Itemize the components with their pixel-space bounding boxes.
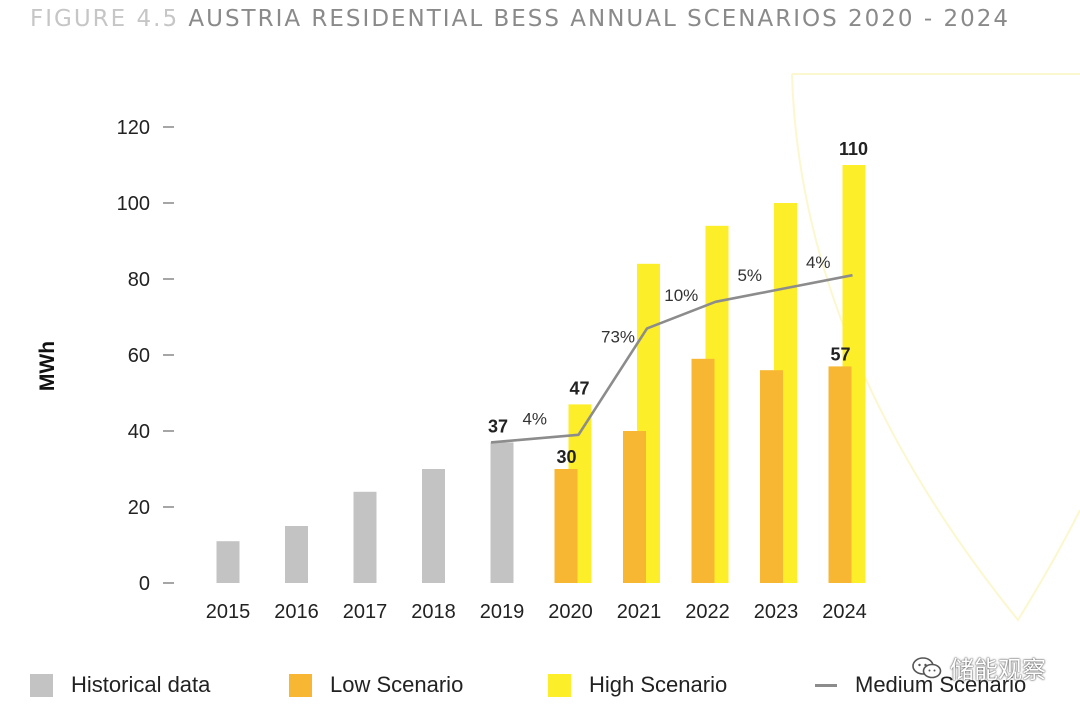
bar-historical-2018 xyxy=(422,469,445,583)
y-tick-label-40: 40 xyxy=(128,421,150,443)
legend-item-medium: Medium Scenario xyxy=(815,672,1026,698)
x-tick-label-2017: 2017 xyxy=(343,601,388,623)
y-tick-label-80: 80 xyxy=(128,269,150,291)
growth-label-2023: 5% xyxy=(737,266,762,285)
x-tick-label-2015: 2015 xyxy=(206,601,251,623)
decorative-shield-outline xyxy=(791,73,1080,622)
y-tick-label-0: 0 xyxy=(139,573,150,595)
legend-swatch-low xyxy=(289,673,312,697)
x-tick-label-2023: 2023 xyxy=(754,601,799,623)
bar-historical-2017 xyxy=(353,491,377,583)
watermark-text: 储能观察 xyxy=(950,656,1046,684)
bar-historical-2016 xyxy=(285,526,308,583)
data-label-historical-data-2019: 37 xyxy=(488,416,508,436)
x-tick-label-2022: 2022 xyxy=(685,601,730,623)
legend: Historical data Low Scenario High Scenar… xyxy=(30,672,1060,702)
legend-swatch-high xyxy=(548,673,571,697)
x-tick-label-2021: 2021 xyxy=(617,601,662,623)
data-label-low-scenario-2020: 30 xyxy=(556,447,576,467)
bar-low-2023 xyxy=(760,370,783,583)
growth-label-2024: 4% xyxy=(806,253,831,272)
legend-item-historical: Historical data xyxy=(30,672,210,698)
y-axis-title: MWh xyxy=(36,341,59,391)
x-axis: 2015 2016 2017 2018 2019 2020 2021 2022 2023 2024 xyxy=(206,601,867,623)
data-label-high-scenario-2020: 47 xyxy=(569,378,589,398)
x-tick-label-2016: 2016 xyxy=(274,601,319,623)
x-tick-label-2018: 2018 xyxy=(411,601,456,623)
bar-low-2024 xyxy=(828,366,852,583)
bar-historical-2015 xyxy=(216,541,240,583)
y-axis: 0 20 40 60 80 100 120 xyxy=(117,117,174,595)
y-tick-label-60: 60 xyxy=(128,345,150,367)
growth-label-2020: 4% xyxy=(522,410,547,429)
bar-low-2020 xyxy=(554,469,578,583)
legend-label-medium: Medium Scenario xyxy=(855,672,1027,697)
legend-item-low: Low Scenario xyxy=(289,672,463,698)
figure-title: AUSTRIA RESIDENTIAL BESS ANNUAL SCENARIO… xyxy=(188,6,1011,32)
data-labels-group: 37 30 47 57 110 4% 73% 10% 5% 4% xyxy=(488,139,868,467)
medium-scenario-line xyxy=(490,273,853,444)
x-tick-label-2024: 2024 xyxy=(822,601,867,623)
bar-low-2021 xyxy=(623,431,646,583)
page-title: FIGURE 4.5 AUSTRIA RESIDENTIAL BESS ANNU… xyxy=(30,6,1010,32)
medium-scenario-line-group xyxy=(490,273,853,444)
y-tick-label-100: 100 xyxy=(117,193,150,215)
legend-label-high: High Scenario xyxy=(589,672,728,697)
legend-item-high: High Scenario xyxy=(548,672,727,698)
y-tick-label-20: 20 xyxy=(128,497,150,519)
legend-swatch-medium xyxy=(815,683,837,687)
legend-label-low: Low Scenario xyxy=(330,672,464,697)
watermark: 储能观察 xyxy=(912,650,1046,685)
legend-swatch-historical xyxy=(30,673,53,697)
bars-group xyxy=(216,165,866,584)
bar-low-2022 xyxy=(691,358,715,583)
data-label-high-scenario-2024: 110 xyxy=(839,139,868,159)
data-label-low-scenario-2024: 57 xyxy=(830,344,850,364)
x-tick-label-2019: 2019 xyxy=(480,601,525,623)
bar-historical-2019 xyxy=(490,442,514,583)
growth-label-2021: 73% xyxy=(601,327,635,346)
legend-label-historical: Historical data xyxy=(71,672,211,697)
figure-number: FIGURE 4.5 xyxy=(30,6,180,32)
x-tick-label-2020: 2020 xyxy=(548,601,593,623)
wechat-icon xyxy=(912,656,942,678)
growth-label-2022: 10% xyxy=(664,286,698,305)
y-tick-label-120: 120 xyxy=(117,117,150,139)
